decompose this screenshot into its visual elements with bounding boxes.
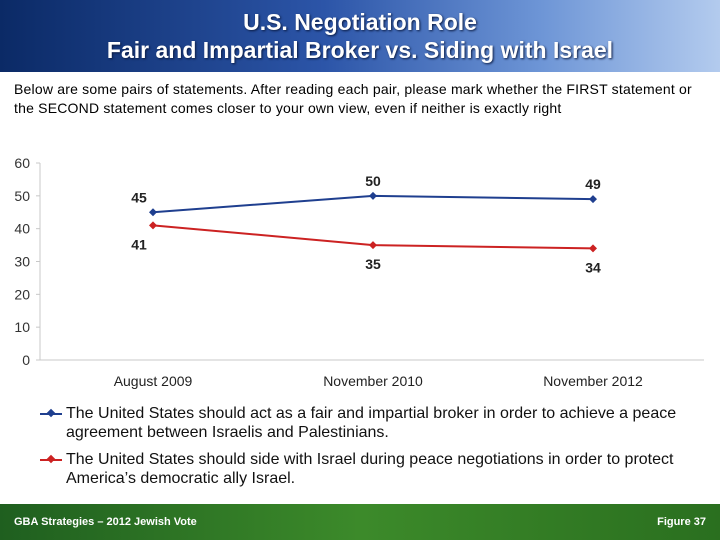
instructions-text: Below are some pairs of statements. Afte… [14, 81, 692, 116]
y-tick-label: 10 [14, 319, 30, 335]
x-tick-label: November 2012 [543, 373, 643, 389]
data-label: 34 [585, 259, 601, 275]
legend-marker-broker [40, 413, 62, 415]
data-point [589, 244, 597, 253]
slide-subtitle: Fair and Impartial Broker vs. Siding wit… [106, 37, 614, 63]
footer-source: GBA Strategies – 2012 Jewish Vote [14, 516, 197, 528]
data-point [149, 221, 157, 230]
y-tick-label: 50 [14, 188, 30, 204]
legend-label-broker: The United States should act as a fair a… [66, 405, 677, 441]
data-label: 41 [131, 236, 147, 252]
data-label: 35 [365, 256, 381, 272]
x-tick-label: August 2009 [114, 373, 193, 389]
data-point [589, 195, 597, 204]
data-label: 50 [365, 173, 381, 189]
legend-marker-side-with-israel [40, 459, 62, 461]
legend-item-side-with-israel: The United States should side with Israe… [40, 450, 710, 488]
data-point [149, 208, 157, 217]
data-point [369, 191, 377, 200]
slide-footer: GBA Strategies – 2012 Jewish Vote Figure… [0, 504, 720, 540]
legend-item-broker: The United States should act as a fair a… [40, 404, 710, 442]
slide-title: U.S. Negotiation Role [243, 9, 477, 35]
y-tick-label: 0 [22, 352, 30, 368]
slide-header: U.S. Negotiation Role Fair and Impartial… [0, 0, 720, 72]
data-label: 45 [131, 189, 147, 205]
x-tick-label: November 2010 [323, 373, 423, 389]
data-point [369, 241, 377, 250]
data-label: 49 [585, 176, 601, 192]
y-tick-label: 30 [14, 254, 30, 270]
figure-number: Figure 37 [657, 516, 706, 528]
y-tick-label: 40 [14, 221, 30, 237]
legend-label-side-with-israel: The United States should side with Israe… [66, 451, 674, 487]
y-tick-label: 20 [14, 286, 30, 302]
chart-legend: The United States should act as a fair a… [40, 404, 710, 496]
line-chart: 0 10 20 30 40 50 60 August 2009 November 2010 Nov… [14, 155, 704, 389]
y-tick-label: 60 [14, 155, 30, 171]
